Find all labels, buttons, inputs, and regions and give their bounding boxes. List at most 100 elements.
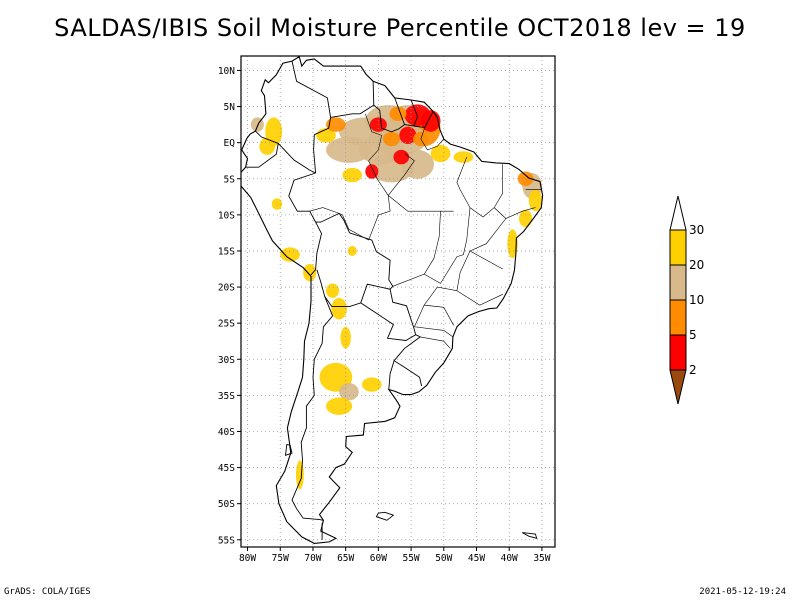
country-border xyxy=(393,334,423,387)
lon-tick-label: 80W xyxy=(239,553,256,564)
lat-tick-label: 40S xyxy=(218,427,235,438)
lat-tick-label: 10N xyxy=(218,66,235,77)
percentile-patch xyxy=(519,209,533,228)
lon-tick-label: 35W xyxy=(533,553,550,564)
state-border xyxy=(423,286,457,326)
state-border xyxy=(456,250,503,306)
country-border xyxy=(404,99,419,127)
colorbar-label: 5 xyxy=(689,328,697,342)
footer-credit: GrADS: COLA/IGES xyxy=(4,587,91,597)
country-border xyxy=(291,61,332,174)
state-border xyxy=(456,156,471,208)
colorbar-bottom-arrow xyxy=(669,369,687,405)
percentile-patch xyxy=(453,151,474,163)
percentile-patch xyxy=(303,263,317,282)
country-border xyxy=(388,360,395,390)
percentile-patch xyxy=(389,106,407,121)
colorbar-box xyxy=(669,334,687,371)
state-border xyxy=(387,153,415,196)
lat-tick-label: 15S xyxy=(218,246,235,257)
lat-tick-label: 5S xyxy=(224,174,236,185)
percentile-patch xyxy=(326,283,340,298)
grid-layer xyxy=(241,56,555,547)
country-border xyxy=(255,130,316,174)
lat-tick-label: 45S xyxy=(218,463,235,474)
axis-ticks: 80W 75W 70W 65W 60W 55W 50W 45W 40W 35W 10N 5N EQ 5S 1… xyxy=(218,66,551,564)
colorbar-label: 30 xyxy=(689,223,704,237)
state-border xyxy=(392,210,454,287)
country-border xyxy=(291,296,334,521)
percentile-patch xyxy=(326,397,353,415)
lat-tick-label: 10S xyxy=(218,210,235,221)
percentile-patch xyxy=(393,149,410,165)
state-border xyxy=(309,207,340,214)
lat-tick-label: EQ xyxy=(224,138,236,149)
island-outline xyxy=(284,443,293,456)
percentile-patch xyxy=(365,164,379,179)
lat-tick-label: 25S xyxy=(218,319,235,330)
percentile-patch xyxy=(362,377,382,392)
lat-tick-label: 5N xyxy=(224,102,236,113)
chart-title: SALDAS/IBIS Soil Moisture Percentile OCT… xyxy=(54,14,746,42)
percentile-patch xyxy=(347,245,357,257)
percentile-patch xyxy=(340,326,351,349)
percentile-patch xyxy=(331,297,347,320)
state-border xyxy=(388,195,441,212)
colorbar-box xyxy=(669,299,687,336)
percentile-patch xyxy=(280,247,300,262)
lon-tick-label: 40W xyxy=(501,553,518,564)
country-border xyxy=(315,212,394,308)
state-border xyxy=(469,164,504,218)
country-border xyxy=(389,289,417,335)
lat-tick-label: 30S xyxy=(218,355,235,366)
percentile-patch xyxy=(326,136,372,163)
lon-tick-label: 75W xyxy=(272,553,289,564)
state-border xyxy=(365,113,382,161)
percentile-patch xyxy=(326,117,346,132)
state-border xyxy=(368,160,391,241)
colorbar-label: 10 xyxy=(689,293,704,307)
country-border xyxy=(245,143,279,168)
lat-tick-label: 55S xyxy=(218,535,235,546)
colorbar-label: 2 xyxy=(689,363,697,377)
country-border xyxy=(360,302,416,341)
percentile-patch xyxy=(339,383,359,401)
state-border xyxy=(420,336,451,349)
state-border xyxy=(469,218,507,270)
map-border xyxy=(240,55,556,548)
footer-timestamp: 2021-05-12-19:24 xyxy=(699,587,786,597)
island-outline xyxy=(522,532,538,539)
percentile-patch xyxy=(271,198,283,210)
lon-tick-label: 60W xyxy=(370,553,387,564)
colorbar-box xyxy=(669,264,687,301)
lon-tick-label: 70W xyxy=(304,553,321,564)
lon-tick-label: 65W xyxy=(337,553,354,564)
lat-tick-label: 35S xyxy=(218,391,235,402)
percentile-patch xyxy=(399,126,417,145)
state-border xyxy=(493,207,536,219)
colorbar-top-arrow xyxy=(669,195,687,231)
boundary-layer xyxy=(241,56,544,544)
country-border xyxy=(288,172,322,276)
colorbar-legend: 30 20 10 5 2 xyxy=(669,195,704,405)
island-outline xyxy=(375,511,395,521)
percentile-patch xyxy=(430,144,451,163)
colorbar-box xyxy=(669,229,687,266)
percentile-patch xyxy=(528,189,542,212)
colorbar-label: 20 xyxy=(689,258,704,272)
percentile-patch xyxy=(259,137,276,155)
map-frame xyxy=(240,55,556,548)
state-border xyxy=(424,207,471,284)
percentile-patch xyxy=(382,131,400,147)
lon-tick-label: 50W xyxy=(435,553,452,564)
country-border xyxy=(330,81,375,118)
anomaly-layer xyxy=(250,104,542,490)
state-border xyxy=(338,213,369,241)
lon-tick-label: 45W xyxy=(468,553,485,564)
lat-tick-label: 50S xyxy=(218,499,235,510)
state-border xyxy=(420,127,445,151)
lat-tick-label: 20S xyxy=(218,283,235,294)
lon-tick-label: 55W xyxy=(402,553,419,564)
